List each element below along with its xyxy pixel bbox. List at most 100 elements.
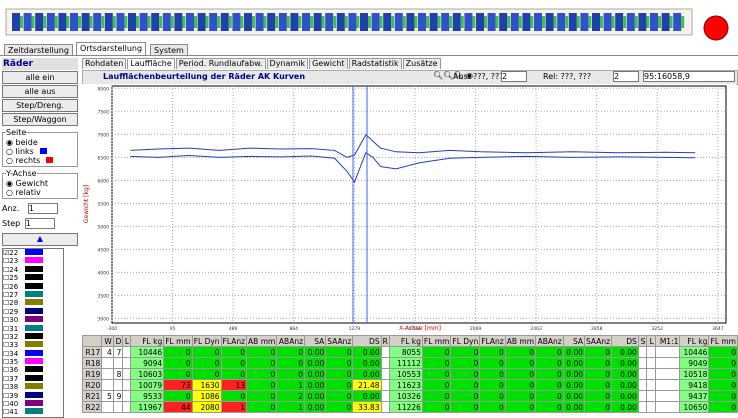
table-cell: 5 <box>101 390 114 402</box>
spinner[interactable]: 2 <box>501 71 527 82</box>
wheel-item[interactable]: ☐29 <box>3 307 63 316</box>
strip-gap <box>54 16 58 28</box>
wheel-item[interactable]: ☐26 <box>3 282 63 291</box>
wheel-item[interactable]: ☐40 <box>3 400 63 408</box>
strip-gap <box>437 16 441 28</box>
strip-car <box>104 13 113 31</box>
table-cell: 0.00 <box>352 346 382 358</box>
group-title: Y-Achse <box>6 169 37 178</box>
table-cell: 0 <box>535 390 564 402</box>
strip-gap <box>310 16 313 28</box>
strip-gap <box>634 16 638 28</box>
table-cell: 0.00 <box>304 346 327 358</box>
table-cell: 44 <box>163 401 193 413</box>
train-strip <box>5 8 729 41</box>
wheel-label: 32 <box>9 332 19 341</box>
table-cell: 0 <box>450 379 481 391</box>
strip-gap <box>426 16 429 28</box>
wheel-color <box>25 349 44 356</box>
table-cell: 0 <box>325 401 354 413</box>
wheel-item[interactable]: ☐25 <box>3 274 63 282</box>
strip-car <box>151 13 160 31</box>
button[interactable]: alle aus <box>2 85 78 98</box>
radio-option[interactable]: ◉ beide <box>6 138 38 147</box>
strip-car <box>510 13 519 31</box>
column-header: FL kg <box>679 335 710 347</box>
x-tick-label: 3252 <box>652 326 664 332</box>
radio-option[interactable]: ○ rechts <box>6 156 74 165</box>
radio-option[interactable]: ○ relativ <box>6 188 41 197</box>
spinner[interactable]: 2 <box>613 71 639 82</box>
table-cell: 2080 <box>191 401 222 413</box>
wheel-item[interactable]: ☐37 <box>3 374 63 383</box>
button[interactable]: Step/Waggon <box>2 113 78 126</box>
wheel-item[interactable]: ☐31 <box>3 324 63 333</box>
toolbar-icons[interactable]: 🔍︎🔍︎🔍︎ ◉ <box>433 71 473 80</box>
table-cell: 4 <box>101 346 114 358</box>
strip-gap <box>379 16 383 28</box>
option-label: Gewicht <box>15 179 49 188</box>
table-cell: 1630 <box>191 379 222 391</box>
strip-gap <box>658 16 661 28</box>
table-cell: 0 <box>163 357 193 369</box>
wheel-color <box>25 408 44 415</box>
subtab[interactable]: Zusätze <box>402 58 441 69</box>
subtab[interactable]: Lauffläche <box>127 58 175 69</box>
wheel-item[interactable]: ☐23 <box>3 257 63 265</box>
button[interactable]: alle ein <box>2 71 78 84</box>
column-header: SA <box>562 335 586 347</box>
subtab[interactable]: Period. Rundlaufabw. <box>175 58 266 69</box>
strip-gap <box>530 16 534 28</box>
wheel-item[interactable]: ☐28 <box>3 299 63 307</box>
strip-gap <box>136 16 139 28</box>
radio-option[interactable]: ○ links <box>6 147 74 156</box>
strip-gap <box>600 16 603 28</box>
wheel-item[interactable]: ☐34 <box>3 349 63 358</box>
wheel-item[interactable]: ☐41 <box>3 408 63 416</box>
strip-car <box>626 13 635 31</box>
table-cell: 0 <box>504 390 537 402</box>
stop-button[interactable] <box>703 15 729 41</box>
wheel-item[interactable]: ☐27 <box>3 290 63 299</box>
strip-gap <box>611 16 615 28</box>
subtab[interactable]: Dynamik <box>266 58 309 69</box>
table-cell: 0 <box>163 346 193 358</box>
table-cell: 0.00 <box>611 390 639 402</box>
wheel-item[interactable]: ☐32 <box>3 332 63 341</box>
column-header: D <box>112 335 124 347</box>
table-cell: 73 <box>163 379 193 391</box>
wheel-item[interactable]: ☐38 <box>3 383 63 391</box>
table-cell <box>101 368 114 380</box>
option-label: beide <box>15 138 38 147</box>
table-cell <box>380 379 390 391</box>
subtab[interactable]: Gewicht <box>309 58 348 69</box>
wheel-item[interactable]: ☐39 <box>3 391 63 400</box>
table-cell <box>101 357 114 369</box>
left-panel: Räder alle ein alle aus Step/Dreng. Step/Wa… <box>2 58 78 418</box>
tab[interactable]: Ortsdarstellung <box>76 42 147 56</box>
table-cell: R20 <box>81 379 103 391</box>
wheel-item[interactable]: ☑22 <box>3 249 63 257</box>
wheel-color <box>25 299 44 306</box>
radio-option[interactable]: ◉ Gewicht <box>6 179 49 188</box>
table-cell: 0 <box>504 379 537 391</box>
tab[interactable]: System <box>150 44 188 56</box>
spinner[interactable]: 1 <box>24 218 55 229</box>
wheel-item[interactable]: ☐35 <box>3 358 63 366</box>
wheel-item[interactable]: ☐33 <box>3 341 63 349</box>
subtab[interactable]: Rohdaten <box>82 58 127 69</box>
up-button[interactable]: ▲ <box>2 233 78 246</box>
spinner[interactable]: 1 <box>27 203 58 214</box>
wheel-item[interactable]: ☐30 <box>3 316 63 324</box>
wheel-item[interactable]: ☐24 <box>3 265 63 274</box>
table-cell: 0 <box>246 346 278 358</box>
subtab[interactable]: Radstatistik <box>348 58 402 69</box>
button[interactable]: Step/Dreng. <box>2 99 78 112</box>
strip-car <box>360 13 368 31</box>
table-cell: 0 <box>479 357 506 369</box>
wheel-item[interactable]: ☐36 <box>3 366 63 374</box>
tab[interactable]: Zeitdarstellung <box>4 44 73 56</box>
rel-readout: Rel: ???, ??? <box>543 72 592 81</box>
table-cell: 9 <box>112 390 124 402</box>
table-cell <box>112 379 124 391</box>
